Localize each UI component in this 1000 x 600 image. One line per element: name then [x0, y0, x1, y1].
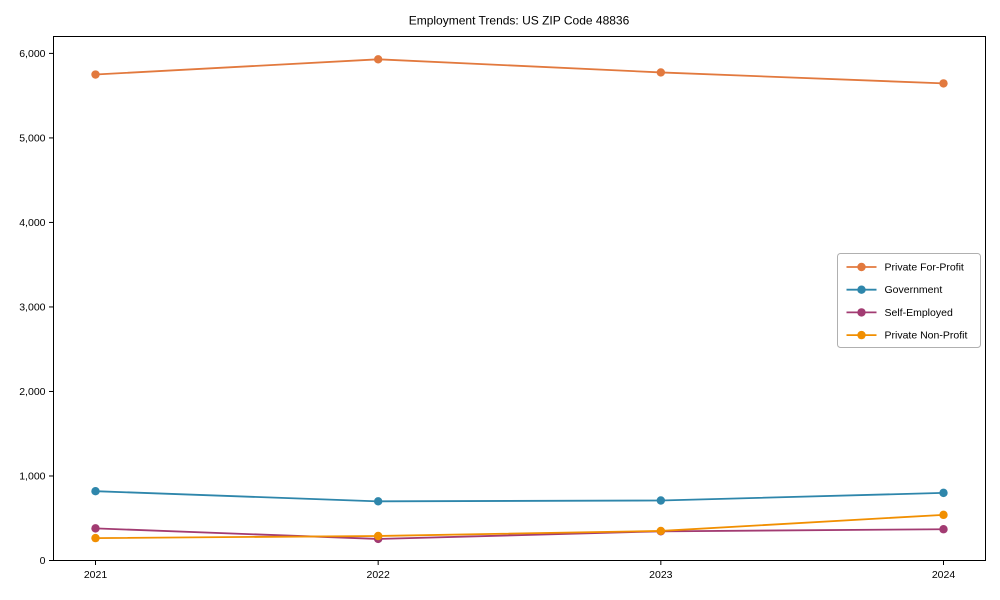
point-private-for-profit-2024 — [939, 79, 948, 88]
point-private-for-profit-2022 — [373, 55, 383, 64]
y-tick-label: 0 — [40, 555, 46, 567]
line-private-for-profit — [95, 58, 944, 85]
x-tick-label: 2024 — [932, 569, 956, 581]
y-tick-label: 5,000 — [19, 132, 45, 144]
point-private-non-profit-2021 — [91, 533, 100, 543]
point-private-non-profit-2024 — [939, 510, 948, 520]
y-tick-label: 3,000 — [19, 301, 45, 313]
point-private-for-profit-2023 — [656, 68, 666, 77]
point-private-non-profit-2022 — [373, 531, 383, 541]
point-private-for-profit-2021 — [91, 70, 100, 79]
line-self-employed — [95, 527, 944, 540]
line-private-non-profit — [95, 513, 944, 540]
x-tick-label: 2023 — [649, 569, 673, 581]
point-private-non-profit-2023 — [656, 526, 666, 536]
point-government-2023 — [656, 496, 666, 505]
point-self-employed-2024 — [939, 525, 948, 534]
y-tick-label: 1,000 — [19, 470, 45, 482]
point-government-2024 — [939, 488, 948, 498]
x-tick-label: 2022 — [366, 569, 390, 581]
legend-marker-private-for-profit — [857, 262, 866, 272]
legend-label-government: Government — [885, 284, 943, 296]
legend-label-private-for-profit: Private For-Profit — [885, 262, 964, 274]
point-government-2022 — [373, 497, 383, 506]
y-tick-label: 4,000 — [19, 217, 45, 229]
legend-marker-private-non-profit — [857, 330, 866, 340]
x-tick-label: 2021 — [84, 569, 108, 581]
legend-marker-government — [857, 285, 866, 294]
plot-frame — [53, 36, 986, 561]
legend-marker-self-employed — [857, 308, 866, 317]
legend-label-private-non-profit: Private Non-Profit — [885, 330, 968, 342]
legend-box — [837, 253, 981, 348]
point-government-2021 — [91, 486, 100, 496]
line-government — [95, 490, 944, 503]
chart-title: Employment Trends: US ZIP Code 48836 — [409, 14, 630, 28]
y-tick-label: 2,000 — [19, 386, 45, 398]
legend-label-self-employed: Self-Employed — [885, 307, 953, 319]
point-self-employed-2021 — [91, 524, 100, 533]
y-tick-label: 6,000 — [19, 48, 45, 60]
